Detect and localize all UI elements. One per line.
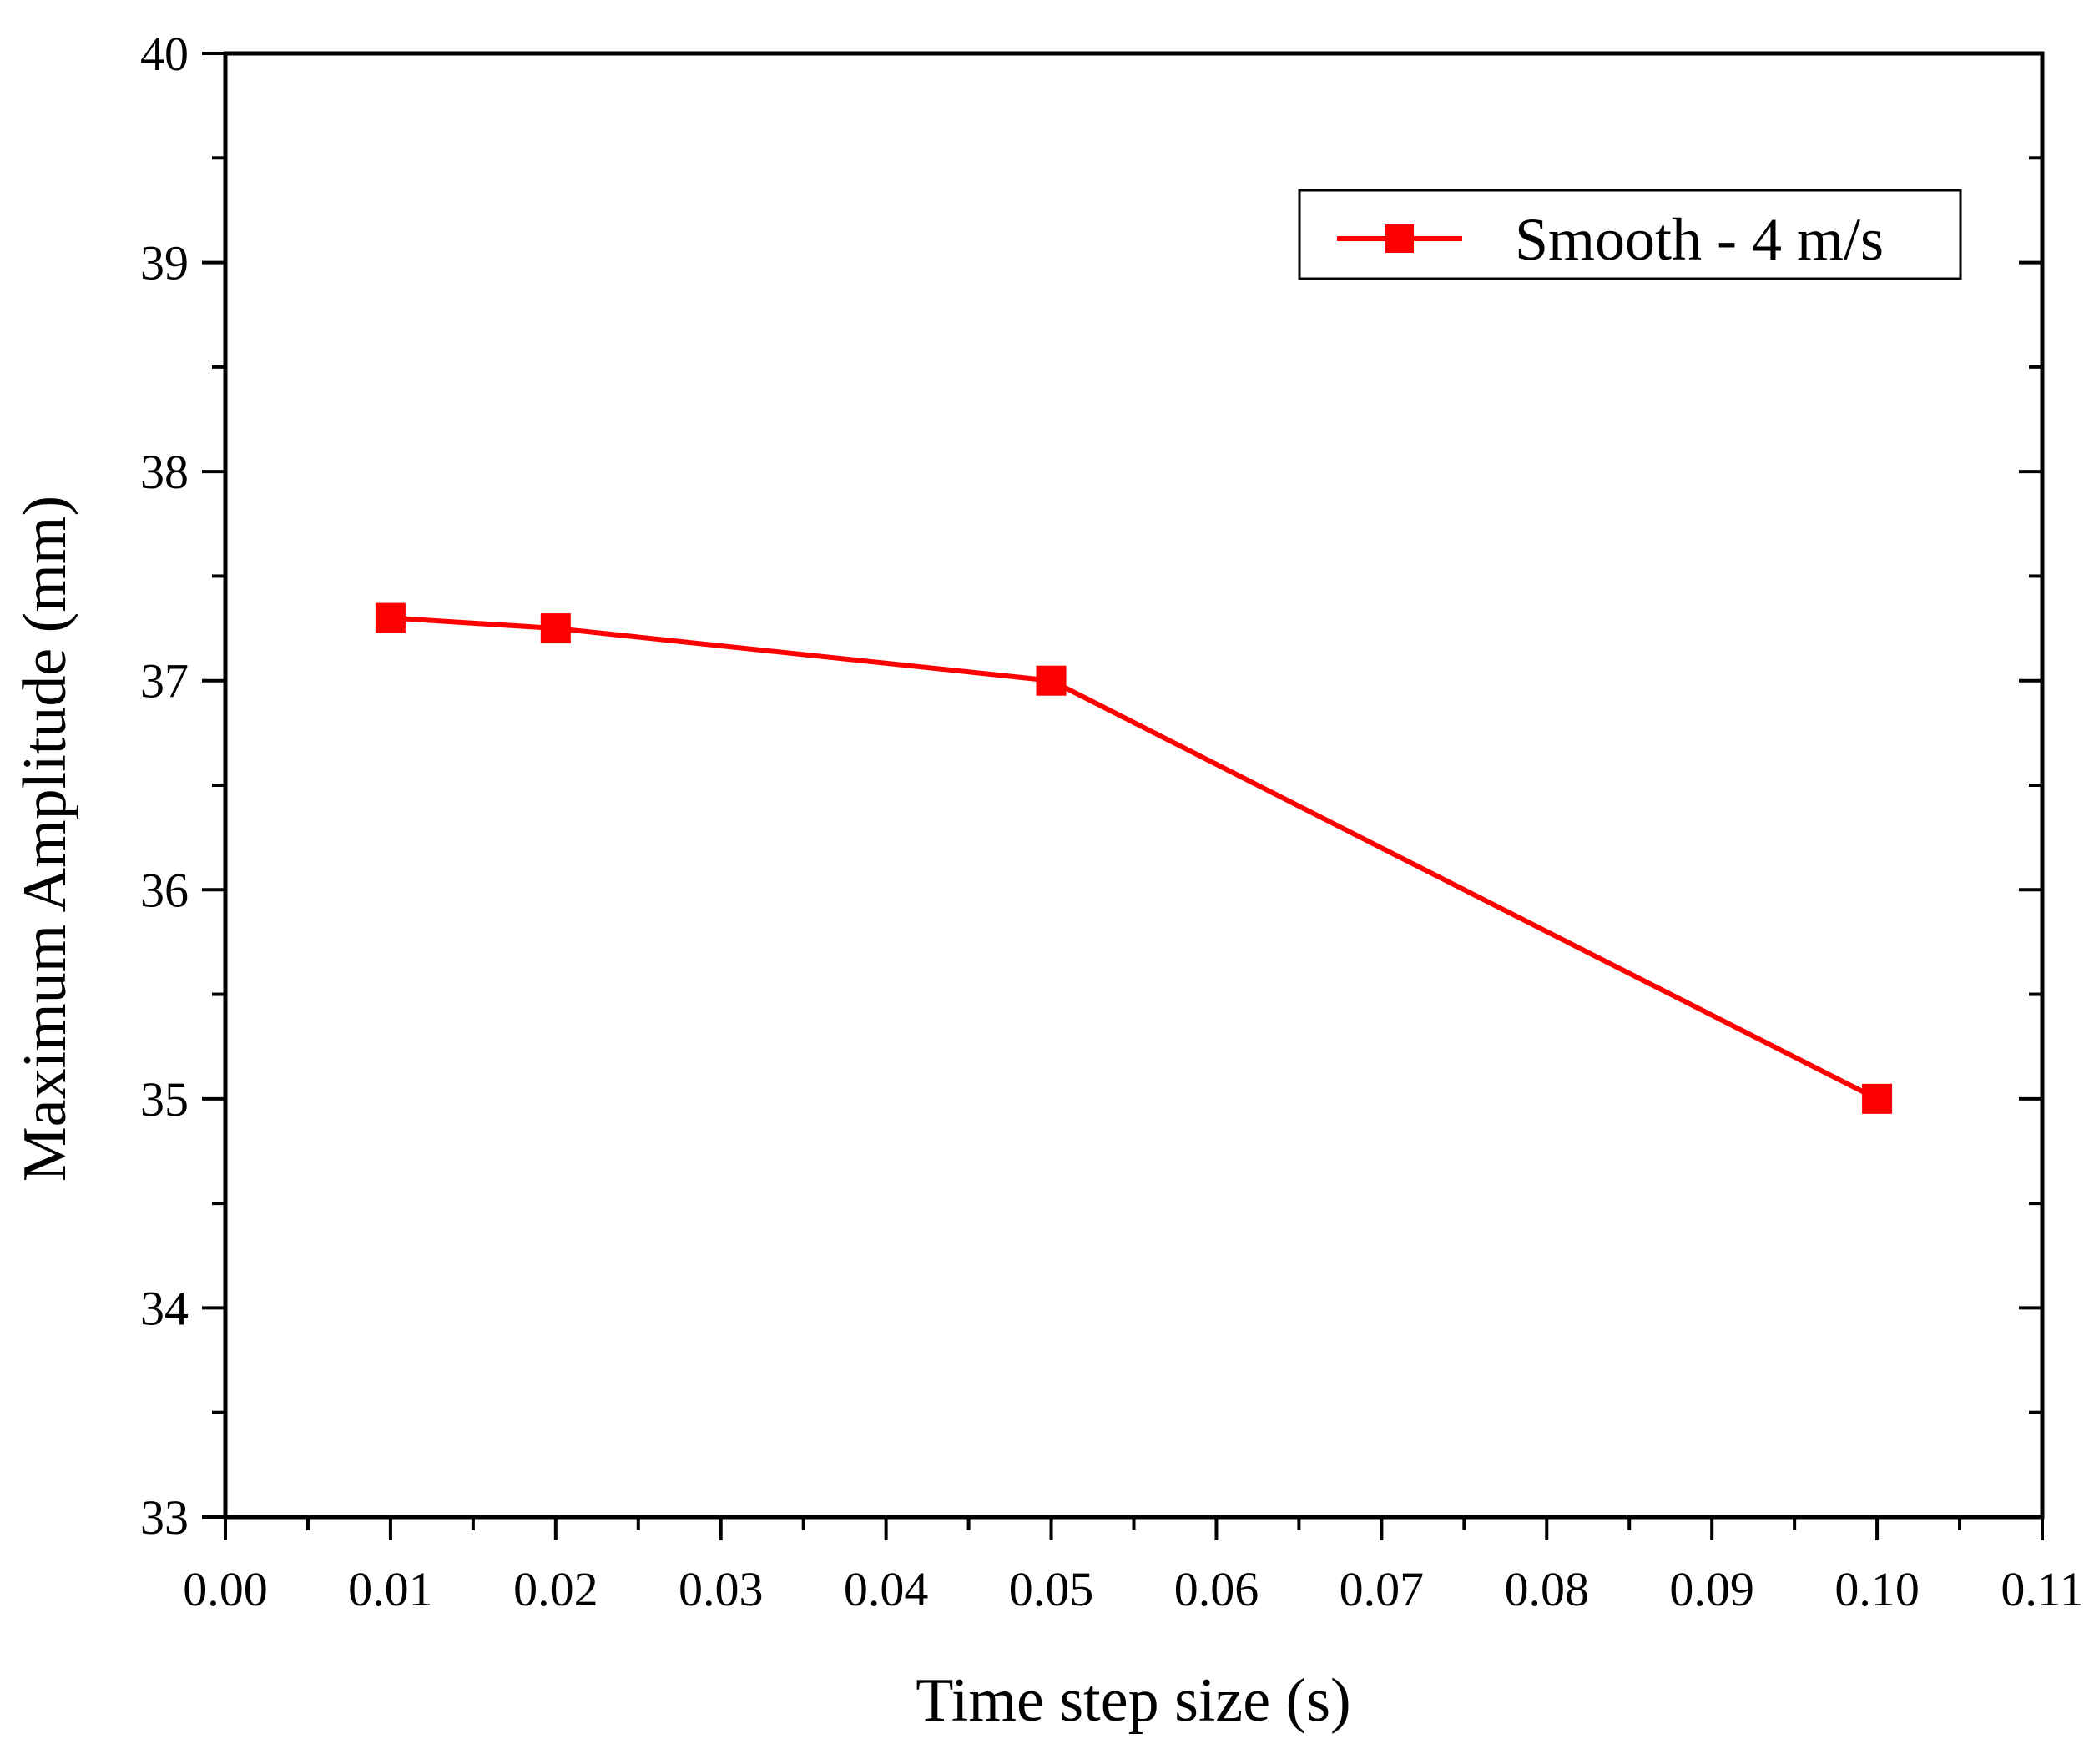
x-tick-label: 0.05 bbox=[1009, 1562, 1094, 1616]
x-tick-label: 0.02 bbox=[513, 1562, 598, 1616]
y-axis-label: Maximum Amplitude (mm) bbox=[11, 496, 79, 1182]
y-tick-label: 40 bbox=[140, 27, 189, 81]
y-tick-label: 39 bbox=[140, 236, 189, 290]
x-tick-label: 0.11 bbox=[2001, 1562, 2083, 1616]
data-point-marker bbox=[540, 613, 571, 644]
plot-frame bbox=[223, 51, 2045, 1520]
x-tick-label: 0.09 bbox=[1669, 1562, 1754, 1616]
x-tick-label: 0.00 bbox=[183, 1562, 268, 1616]
series-line bbox=[390, 615, 1879, 1101]
x-axis-label: Time step size (s) bbox=[916, 1666, 1350, 1735]
axis-ticks bbox=[202, 52, 2044, 1540]
y-tick-label: 37 bbox=[140, 654, 189, 708]
data-point-marker bbox=[1862, 1083, 1893, 1114]
data-point-marker bbox=[375, 602, 406, 633]
x-tick-label: 0.10 bbox=[1834, 1562, 1920, 1616]
x-tick-label: 0.07 bbox=[1340, 1562, 1425, 1616]
x-tick-label: 0.04 bbox=[844, 1562, 929, 1616]
series-layer bbox=[375, 602, 1893, 1114]
y-tick-label: 33 bbox=[140, 1490, 189, 1545]
legend-marker-square bbox=[1385, 224, 1414, 253]
axis-tick-labels: 0.00 0.01 0.02 0.03 0.04 0.05 0.06 0.07 0.08 0.09… bbox=[140, 27, 2084, 1616]
y-tick-label: 36 bbox=[140, 863, 189, 917]
x-tick-label: 0.08 bbox=[1505, 1562, 1590, 1616]
legend: Smooth - 4 m/s bbox=[1298, 189, 1962, 280]
x-tick-label: 0.03 bbox=[679, 1562, 764, 1616]
legend-series-label: Smooth - 4 m/s bbox=[1515, 206, 1884, 273]
data-point-marker bbox=[1036, 665, 1067, 696]
y-tick-label: 38 bbox=[140, 445, 189, 499]
x-tick-label: 0.01 bbox=[348, 1562, 433, 1616]
x-tick-label: 0.06 bbox=[1174, 1562, 1259, 1616]
y-tick-label: 34 bbox=[140, 1281, 189, 1335]
y-tick-label: 35 bbox=[140, 1072, 189, 1126]
